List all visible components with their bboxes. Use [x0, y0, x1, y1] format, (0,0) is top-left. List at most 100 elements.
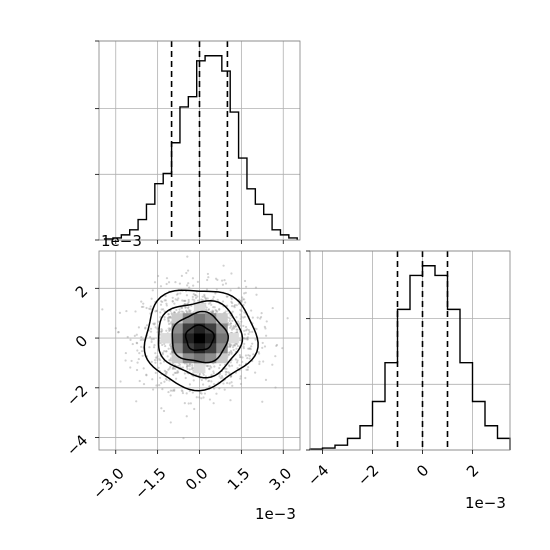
scatter-point: [218, 366, 221, 370]
scatter-point: [164, 299, 167, 302]
scatter-point: [228, 319, 231, 322]
scatter-point: [150, 297, 153, 300]
scatter-point: [149, 305, 152, 308]
scatter-point: [246, 368, 249, 371]
scatter-point: [145, 374, 148, 377]
scatter-point: [233, 344, 237, 347]
scatter-point: [211, 298, 215, 301]
scatter-point: [157, 366, 160, 369]
scatter-point: [234, 325, 237, 328]
scatter-point: [189, 402, 192, 405]
scatter-point: [199, 372, 202, 376]
joint-y-tick-label: 2: [72, 282, 91, 301]
scatter-point: [191, 364, 194, 367]
scatter-point: [256, 316, 259, 319]
scatter-point: [228, 323, 231, 326]
scatter-point: [236, 344, 240, 348]
scatter-point: [198, 396, 201, 399]
scatter-point: [215, 288, 218, 291]
scatter-point: [231, 310, 234, 313]
scatter-point: [209, 364, 212, 368]
scatter-point: [239, 317, 242, 320]
scatter-point: [212, 295, 215, 299]
scatter-point: [184, 306, 187, 309]
scatter-point: [185, 294, 189, 297]
scatter-point: [231, 346, 235, 349]
scatter-point: [238, 364, 241, 367]
scatter-point: [167, 327, 170, 330]
scatter-point: [186, 311, 189, 314]
scatter-point: [239, 377, 242, 380]
scatter-point: [145, 306, 148, 310]
scatter-point: [187, 364, 190, 367]
scatter-point: [168, 379, 171, 382]
scatter-point: [173, 388, 176, 391]
scatter-point: [124, 359, 127, 362]
scatter-point: [169, 347, 173, 350]
scatter-point: [235, 347, 238, 350]
scatter-point: [239, 313, 242, 316]
scatter-point: [228, 365, 231, 368]
scatter-point: [206, 297, 209, 300]
scatter-point: [228, 353, 231, 356]
scatter-point: [264, 378, 268, 381]
scatter-point: [206, 365, 209, 368]
scatter-point: [246, 338, 249, 341]
scatter-point: [158, 357, 161, 360]
scatter-point: [229, 344, 232, 348]
scatter-point: [239, 355, 242, 358]
scatter-point: [247, 354, 250, 357]
scatter-point: [152, 346, 156, 349]
scatter-point: [241, 298, 245, 301]
scatter-point: [154, 356, 158, 359]
scatter-point: [119, 380, 122, 383]
scatter-point: [214, 309, 217, 312]
scatter-point: [235, 343, 239, 346]
scatter-point: [153, 358, 157, 362]
scatter-point: [133, 334, 136, 338]
scatter-point: [114, 327, 117, 330]
scatter-point: [207, 302, 210, 305]
density-cell: [193, 333, 206, 344]
density-cell: [182, 323, 195, 334]
scatter-point: [230, 328, 234, 331]
scatter-point: [186, 367, 189, 371]
density-cell: [205, 352, 217, 364]
scatter-point: [183, 372, 186, 375]
scatter-point: [192, 379, 195, 382]
scatter-point: [185, 363, 188, 366]
scatter-point: [222, 264, 225, 267]
scatter-point: [248, 330, 251, 334]
scatter-point: [239, 308, 242, 312]
density-cell: [182, 333, 195, 344]
scatter-point: [149, 335, 152, 339]
scatter-point: [180, 389, 183, 392]
scatter-point: [164, 344, 167, 348]
scatter-point: [176, 292, 179, 295]
scatter-point: [230, 305, 234, 308]
scatter-point: [160, 328, 163, 331]
scatter-point: [244, 291, 247, 294]
scatter-point: [200, 378, 203, 382]
scatter-point: [175, 293, 179, 296]
scatter-point: [212, 370, 215, 373]
scatter-point: [101, 308, 104, 311]
scatter-point: [239, 356, 242, 359]
scatter-point: [135, 333, 138, 336]
scatter-point: [224, 370, 227, 373]
scatter-point: [149, 308, 152, 311]
scatter-point: [155, 309, 158, 312]
scatter-point: [248, 357, 251, 360]
scatter-point: [202, 396, 205, 399]
scatter-point: [210, 311, 214, 314]
histogram-step-line: [103, 55, 298, 240]
scatter-point: [129, 338, 132, 341]
scatter-point: [207, 308, 211, 311]
scatter-point: [257, 352, 261, 355]
scatter-point: [242, 316, 245, 319]
scatter-point: [229, 322, 233, 325]
scatter-point: [163, 316, 166, 319]
scatter-point: [247, 347, 250, 350]
scatter-point: [178, 282, 182, 285]
